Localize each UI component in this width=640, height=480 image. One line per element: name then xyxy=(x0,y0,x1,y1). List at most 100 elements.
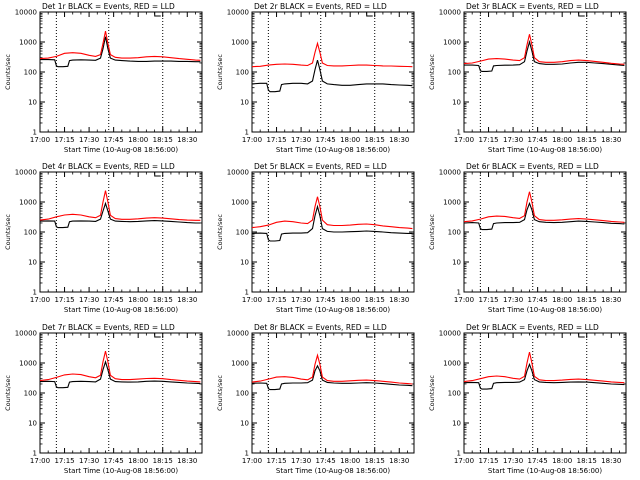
y-axis-label: Counts/sec xyxy=(4,375,12,411)
y-tick-label: 1000 xyxy=(443,39,461,47)
marker-bracket xyxy=(366,172,373,177)
y-axis-label: Counts/sec xyxy=(4,214,12,250)
y-tick-label: 1000 xyxy=(443,199,461,207)
x-tick-label: 17:45 xyxy=(316,136,336,144)
panel-title: Det 4r BLACK = Events, RED = LLD xyxy=(42,162,175,171)
x-tick-label: 17:00 xyxy=(242,457,262,465)
y-tick-label: 10000 xyxy=(439,9,461,17)
detector-panel-2: 1 10 100 1000 10000 17:00 17:15 17:30 17:45 18:00… xyxy=(216,2,415,154)
x-tick-label: 18:15 xyxy=(365,296,385,304)
detector-panel-9: 1 10 100 1000 10000 17:00 17:15 17:30 17:45 18:00… xyxy=(428,323,627,475)
y-tick-label: 1000 xyxy=(231,199,249,207)
y-tick-label: 1 xyxy=(457,129,461,137)
x-tick-label: 18:15 xyxy=(577,136,597,144)
x-axis-label: Start Time (10-Aug-08 18:56:00) xyxy=(488,467,602,475)
x-axis-label: Start Time (10-Aug-08 18:56:00) xyxy=(64,146,178,154)
x-tick-label: 18:30 xyxy=(601,457,621,465)
y-tick-label: 1 xyxy=(33,129,37,137)
detector-panel-1: 1 10 100 1000 10000 17:00 17:15 17:30 17:45 18:00… xyxy=(4,2,203,154)
x-tick-label: 17:30 xyxy=(503,457,523,465)
detector-panel-7: 1 10 100 1000 10000 17:00 17:15 17:30 17:45 18:00… xyxy=(4,323,203,475)
y-tick-label: 100 xyxy=(24,390,37,398)
x-tick-label: 17:00 xyxy=(30,136,50,144)
series-events-line xyxy=(251,204,413,242)
x-tick-label: 17:30 xyxy=(291,457,311,465)
plot-frame xyxy=(39,171,203,293)
plot-frame xyxy=(39,332,203,454)
y-tick-label: 100 xyxy=(448,69,461,77)
y-tick-label: 1 xyxy=(33,450,37,458)
x-axis-label: Start Time (10-Aug-08 18:56:00) xyxy=(276,467,390,475)
series-events-line xyxy=(39,359,201,389)
x-tick-label: 17:30 xyxy=(79,457,99,465)
y-tick-label: 1000 xyxy=(231,360,249,368)
x-tick-label: 18:15 xyxy=(365,136,385,144)
y-tick-label: 10 xyxy=(452,99,461,107)
y-axis-label: Counts/sec xyxy=(216,214,224,250)
x-tick-label: 18:30 xyxy=(177,296,197,304)
series-events-line xyxy=(40,36,201,68)
x-tick-label: 18:15 xyxy=(153,296,173,304)
x-tick-label: 17:00 xyxy=(242,296,262,304)
series-lld-line xyxy=(463,191,625,223)
y-tick-label: 100 xyxy=(448,229,461,237)
y-tick-label: 1 xyxy=(33,289,37,297)
y-tick-label: 100 xyxy=(236,69,249,77)
panel-title: Det 3r BLACK = Events, RED = LLD xyxy=(466,2,599,11)
x-tick-label: 17:45 xyxy=(104,457,124,465)
y-tick-label: 1000 xyxy=(19,199,37,207)
y-tick-label: 100 xyxy=(236,229,249,237)
marker-bracket xyxy=(154,333,161,338)
plot-frame xyxy=(463,332,627,454)
series-events-line xyxy=(251,364,413,391)
x-tick-label: 18:00 xyxy=(128,457,148,465)
marker-bracket xyxy=(154,12,161,17)
series-lld-line xyxy=(251,196,413,230)
panel-title: Det 8r BLACK = Events, RED = LLD xyxy=(254,323,387,332)
x-tick-label: 17:00 xyxy=(454,457,474,465)
x-tick-label: 17:15 xyxy=(54,136,74,144)
y-axis-label: Counts/sec xyxy=(428,375,436,411)
x-tick-label: 18:00 xyxy=(340,136,360,144)
x-tick-label: 18:30 xyxy=(601,296,621,304)
y-tick-label: 10 xyxy=(28,259,37,267)
marker-bracket xyxy=(366,333,373,338)
x-tick-label: 17:45 xyxy=(528,136,548,144)
x-tick-label: 17:15 xyxy=(478,457,498,465)
x-tick-label: 17:00 xyxy=(242,136,262,144)
x-tick-label: 18:15 xyxy=(577,296,597,304)
y-tick-label: 100 xyxy=(24,229,37,237)
y-tick-label: 1 xyxy=(245,129,249,137)
y-tick-label: 10000 xyxy=(15,169,37,177)
y-tick-label: 10 xyxy=(28,99,37,107)
x-tick-label: 18:00 xyxy=(128,296,148,304)
x-axis-label: Start Time (10-Aug-08 18:56:00) xyxy=(64,467,178,475)
y-tick-label: 10000 xyxy=(227,9,249,17)
x-tick-label: 17:45 xyxy=(316,296,336,304)
x-tick-label: 17:30 xyxy=(79,136,99,144)
x-tick-label: 17:30 xyxy=(79,296,99,304)
series-events-line xyxy=(463,362,625,390)
y-tick-label: 1000 xyxy=(231,39,249,47)
panel-title: Det 6r BLACK = Events, RED = LLD xyxy=(466,162,599,171)
series-lld-line xyxy=(251,353,413,385)
y-tick-label: 10 xyxy=(240,420,249,428)
y-tick-label: 10000 xyxy=(15,9,37,17)
x-tick-label: 17:45 xyxy=(528,296,548,304)
y-tick-label: 10000 xyxy=(227,330,249,338)
x-axis-label: Start Time (10-Aug-08 18:56:00) xyxy=(488,306,602,314)
panel-title: Det 1r BLACK = Events, RED = LLD xyxy=(42,2,175,11)
y-tick-label: 10000 xyxy=(15,330,37,338)
y-tick-label: 10000 xyxy=(439,169,461,177)
plot-frame xyxy=(251,332,415,454)
detector-panel-3: 1 10 100 1000 10000 17:00 17:15 17:30 17:45 18:00… xyxy=(428,2,627,154)
y-tick-label: 1 xyxy=(245,289,249,297)
series-lld-line xyxy=(39,190,201,221)
x-tick-label: 18:30 xyxy=(177,457,197,465)
y-tick-label: 10 xyxy=(452,259,461,267)
series-lld-line xyxy=(251,41,413,68)
y-tick-label: 1 xyxy=(457,450,461,458)
marker-bracket xyxy=(154,172,161,177)
y-axis-label: Counts/sec xyxy=(4,54,12,90)
